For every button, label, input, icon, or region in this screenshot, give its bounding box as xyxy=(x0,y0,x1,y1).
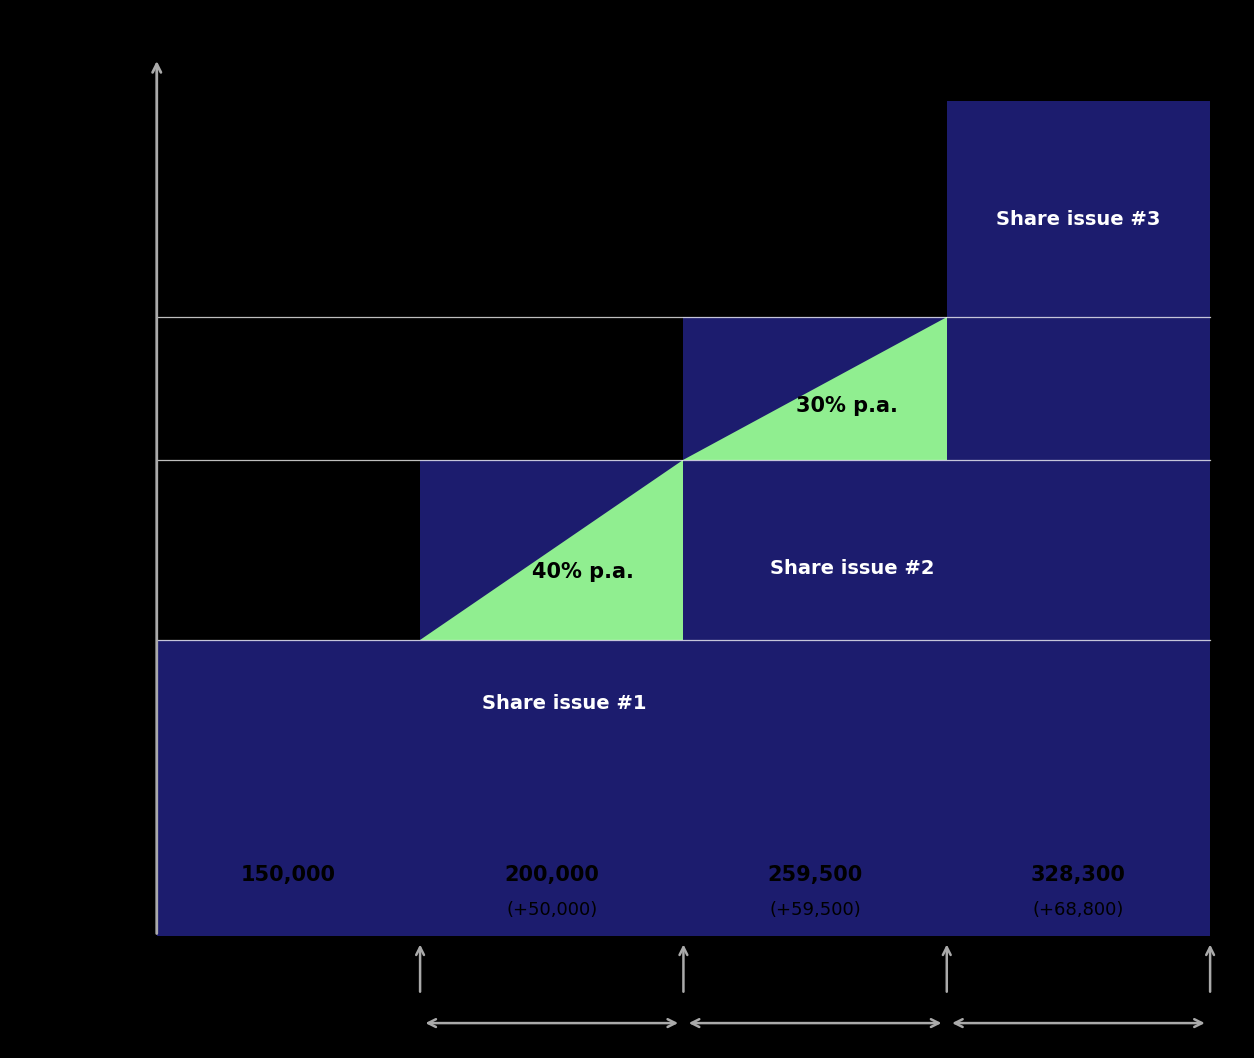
Text: 40% p.a.: 40% p.a. xyxy=(533,562,635,582)
Text: (+68,800): (+68,800) xyxy=(1033,900,1124,919)
Bar xyxy=(683,317,947,936)
Text: 30% p.a.: 30% p.a. xyxy=(796,396,898,416)
Text: Share issue #3: Share issue #3 xyxy=(996,211,1161,230)
Text: (+50,000): (+50,000) xyxy=(507,900,597,919)
Text: (+59,500): (+59,500) xyxy=(769,900,861,919)
Text: 150,000: 150,000 xyxy=(241,865,336,884)
Bar xyxy=(947,101,1210,936)
Bar xyxy=(420,460,683,936)
Text: Share issue #2: Share issue #2 xyxy=(770,559,935,578)
Text: 200,000: 200,000 xyxy=(504,865,599,884)
Polygon shape xyxy=(420,460,683,640)
Text: 328,300: 328,300 xyxy=(1031,865,1126,884)
Text: 259,500: 259,500 xyxy=(767,865,863,884)
Bar xyxy=(157,640,420,936)
Polygon shape xyxy=(683,317,947,460)
Text: Share issue #1: Share issue #1 xyxy=(482,694,647,713)
